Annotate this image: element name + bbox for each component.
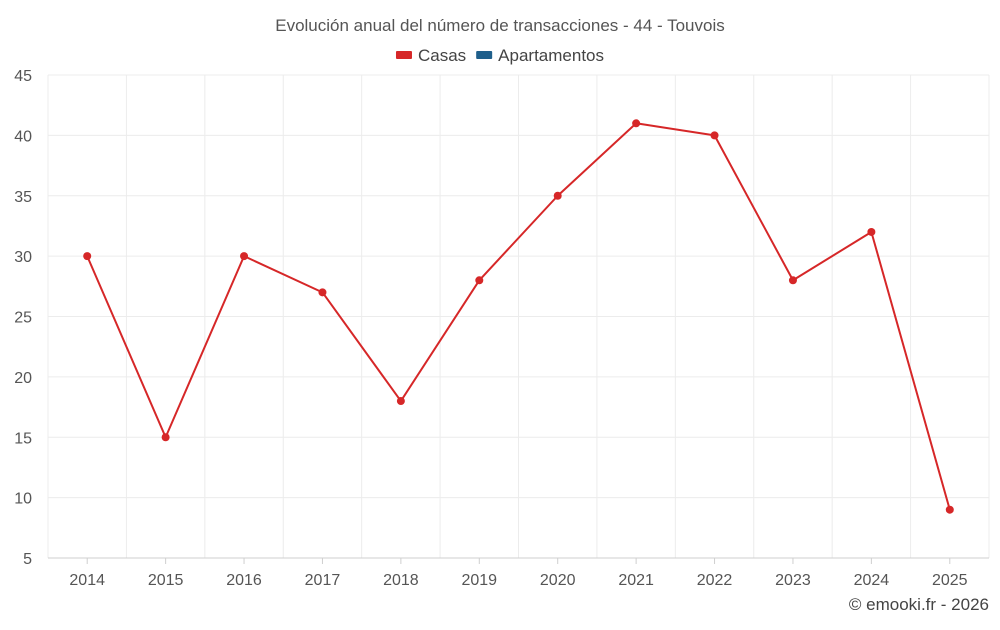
chart-title: Evolución anual del número de transaccio… (275, 16, 725, 35)
data-point[interactable] (632, 119, 641, 128)
x-tick-label: 2015 (148, 572, 184, 589)
x-tick-label: 2020 (540, 572, 576, 589)
data-point[interactable] (710, 131, 719, 140)
x-tick-label: 2023 (775, 572, 811, 589)
x-tick-label: 2024 (854, 572, 890, 589)
x-tick-label: 2017 (305, 572, 341, 589)
data-point[interactable] (788, 276, 797, 285)
y-tick-label: 45 (14, 68, 32, 85)
legend-label: Apartamentos (498, 46, 604, 65)
data-point[interactable] (318, 288, 327, 297)
series-layer (83, 119, 954, 514)
x-tick-label: 2019 (461, 572, 497, 589)
data-point[interactable] (240, 252, 249, 261)
data-point[interactable] (553, 191, 562, 200)
legend-swatch[interactable] (395, 51, 412, 59)
x-tick-label: 2025 (932, 572, 968, 589)
data-point[interactable] (396, 397, 405, 406)
x-tick-label: 2021 (618, 572, 654, 589)
data-point[interactable] (161, 433, 170, 442)
data-point[interactable] (475, 276, 484, 285)
y-tick-label: 15 (14, 430, 32, 447)
x-tick-label: 2016 (226, 572, 262, 589)
y-tick-label: 40 (14, 128, 32, 145)
y-tick-label: 5 (23, 551, 32, 568)
x-tick-label: 2018 (383, 572, 419, 589)
legend-swatch[interactable] (476, 51, 493, 59)
data-point[interactable] (867, 227, 876, 236)
y-tick-label: 30 (14, 249, 32, 266)
grid (47, 74, 990, 558)
footer-credit: © emooki.fr - 2026 (849, 595, 989, 614)
x-tick-label: 2014 (69, 572, 105, 589)
data-point[interactable] (83, 252, 92, 261)
legend: Casas Apartamentos (395, 46, 604, 65)
y-tick-label: 35 (14, 189, 32, 206)
y-tick-label: 20 (14, 370, 32, 387)
legend-label: Casas (418, 46, 466, 65)
y-tick-label: 10 (14, 491, 32, 508)
series-line-casas (86, 122, 951, 510)
y-tick-label: 25 (14, 310, 32, 327)
data-point[interactable] (945, 505, 954, 514)
x-tick-label: 2022 (697, 572, 733, 589)
